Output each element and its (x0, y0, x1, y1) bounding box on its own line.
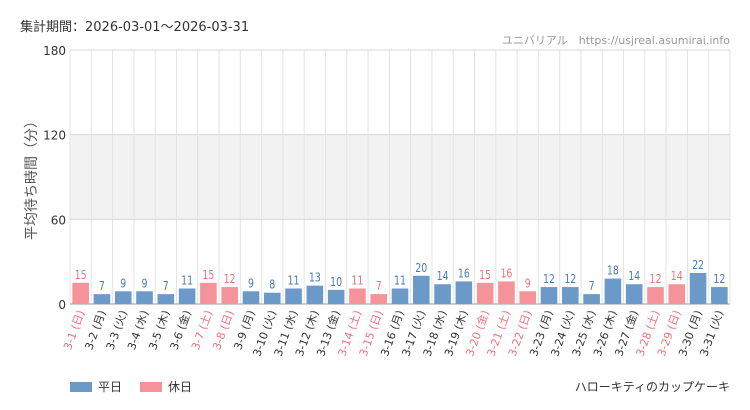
bar (455, 281, 473, 304)
bar-value-label: 11 (394, 273, 406, 287)
bar (221, 287, 238, 304)
bar (583, 294, 600, 304)
bar (327, 289, 345, 304)
bar (114, 291, 132, 304)
bar-value-label: 13 (309, 271, 321, 285)
period-label: 集計期間：2026-03-01～2026-03-31 (20, 20, 250, 35)
bar (157, 294, 175, 304)
bar-value-label: 9 (142, 276, 148, 290)
y-tick-label: 60 (51, 213, 66, 227)
bar (306, 285, 324, 304)
bar-value-label: 20 (415, 261, 427, 275)
bar-value-label: 15 (202, 268, 214, 282)
bar-value-label: 11 (181, 273, 193, 287)
bar (689, 272, 707, 304)
bar-value-label: 7 (99, 279, 105, 293)
bar-value-label: 9 (248, 276, 254, 290)
bar (263, 292, 281, 304)
bar (434, 284, 451, 304)
attraction-title: ハローキティのカップケーキ (574, 380, 730, 394)
bar-value-label: 16 (458, 266, 470, 280)
bar-value-label: 12 (649, 272, 661, 286)
bar-value-label: 15 (75, 268, 87, 282)
bar (412, 275, 430, 304)
bar (370, 294, 388, 304)
legend-item-weekday: 平日 (70, 378, 122, 395)
bar (72, 282, 89, 304)
bar-value-label: 14 (671, 269, 683, 283)
bar-value-label: 9 (120, 276, 126, 290)
bar-value-label: 15 (479, 268, 491, 282)
legend-label-holiday: 休日 (168, 380, 193, 394)
bar (200, 282, 217, 304)
bar-value-label: 12 (543, 272, 555, 286)
bar-value-label: 16 (500, 266, 512, 280)
bar (625, 284, 643, 304)
bar (562, 287, 579, 304)
legend: 平日 休日 (70, 378, 210, 395)
bar-value-label: 14 (437, 269, 449, 283)
bar (242, 291, 260, 304)
y-tick-label: 180 (43, 44, 66, 58)
bar-value-label: 12 (713, 272, 725, 286)
legend-swatch-holiday (140, 381, 163, 392)
shaded-band (70, 134, 730, 220)
bar-value-label: 22 (692, 258, 704, 272)
bar (647, 287, 664, 304)
y-tick-label: 120 (43, 129, 66, 143)
bar (519, 291, 537, 304)
bar-value-label: 7 (589, 279, 595, 293)
bar (349, 288, 366, 304)
bar (604, 278, 622, 304)
bar-value-label: 8 (269, 278, 275, 292)
bar-value-label: 7 (163, 279, 169, 293)
bar (178, 288, 196, 304)
y-tick-label: 0 (58, 298, 66, 312)
legend-item-holiday: 休日 (140, 378, 192, 395)
bar-value-label: 11 (288, 273, 300, 287)
bar-value-label: 18 (607, 264, 619, 278)
y-axis-label: 平均待ち時間（分） (24, 114, 40, 240)
bar (711, 287, 728, 304)
bar-value-label: 11 (351, 273, 363, 287)
legend-label-weekday: 平日 (98, 380, 123, 394)
bar (540, 287, 558, 304)
bar-value-label: 10 (330, 275, 342, 289)
bar (93, 294, 111, 304)
bar-value-label: 12 (564, 272, 576, 286)
bar (498, 281, 515, 304)
bar-value-label: 14 (628, 269, 640, 283)
bar (476, 282, 494, 304)
bar (668, 284, 686, 304)
bar (136, 291, 153, 304)
legend-swatch-weekday (70, 381, 92, 392)
bar-value-label: 12 (224, 272, 236, 286)
bar (391, 288, 409, 304)
bar-value-label: 9 (525, 276, 531, 290)
bar (285, 288, 302, 304)
bar-value-label: 7 (376, 279, 382, 293)
source-watermark: ユニバリアル https://usjreal.asumirai.info (501, 34, 730, 47)
